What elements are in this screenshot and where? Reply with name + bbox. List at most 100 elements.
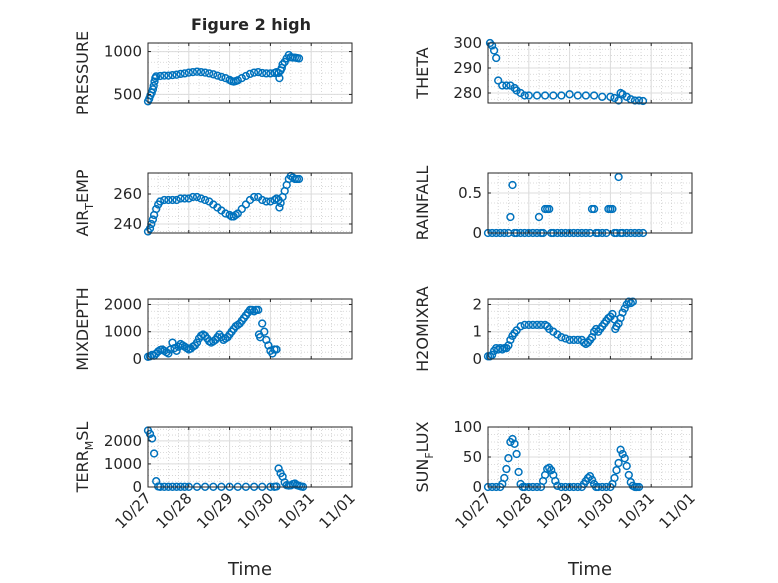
axes-box xyxy=(487,42,693,104)
data-point xyxy=(551,476,560,486)
y-axis-label: MIXDEPTH xyxy=(73,287,92,370)
y-tick-label: 0 xyxy=(472,478,482,496)
y-tick-label: 1 xyxy=(472,323,482,341)
data-point xyxy=(145,224,155,233)
data-point xyxy=(237,204,246,214)
data-point xyxy=(622,92,631,101)
data-point xyxy=(624,470,633,480)
data-point xyxy=(616,445,625,454)
y-tick-label: 0 xyxy=(472,224,482,242)
y-axis-label: RAINFALL xyxy=(413,166,432,241)
data-point xyxy=(150,77,159,86)
data-point xyxy=(502,464,511,474)
axes-box xyxy=(147,426,353,488)
data-point xyxy=(188,67,198,77)
data-point xyxy=(260,327,269,336)
data-point xyxy=(553,481,562,490)
data-point xyxy=(156,197,165,206)
y-tick-label: 280 xyxy=(453,84,482,102)
data-point xyxy=(540,91,550,100)
data-point xyxy=(630,96,640,105)
data-point xyxy=(610,93,619,103)
data-point xyxy=(152,72,161,81)
y-axis-label: TERRMSL xyxy=(73,422,96,494)
y-tick-label: 2 xyxy=(472,295,482,313)
data-point xyxy=(506,335,515,345)
y-tick-label: 500 xyxy=(113,85,142,103)
data-point xyxy=(172,346,181,355)
y-axis-label: H2OMIXRA xyxy=(413,286,432,372)
subplot-theta: 280 290 300 THETA xyxy=(413,34,693,106)
data-point xyxy=(520,320,529,330)
data-point xyxy=(506,212,515,222)
data-point xyxy=(294,54,304,63)
data-point xyxy=(524,91,533,100)
data-point xyxy=(528,320,538,330)
data-point xyxy=(612,466,621,475)
data-point xyxy=(156,71,165,81)
y-tick-label: 1000 xyxy=(104,455,142,473)
y-tick-label: 0.5 xyxy=(458,184,482,202)
data-point xyxy=(164,71,173,80)
data-point xyxy=(184,194,193,203)
axes-box xyxy=(147,42,353,104)
data-point xyxy=(565,335,574,345)
data-point xyxy=(557,333,566,342)
data-point xyxy=(148,85,158,94)
data-point xyxy=(618,449,627,459)
y-tick-label: 0 xyxy=(472,350,482,368)
axes-box xyxy=(487,172,693,234)
data-point xyxy=(172,70,181,79)
data-point xyxy=(176,69,185,79)
data-point xyxy=(249,192,259,202)
data-point xyxy=(200,195,210,205)
axes-box xyxy=(147,172,353,234)
data-point xyxy=(589,91,599,100)
data-point xyxy=(160,195,169,205)
data-point xyxy=(573,91,582,100)
data-point xyxy=(610,473,619,483)
data-point xyxy=(569,335,578,345)
data-point xyxy=(506,81,515,90)
data-point xyxy=(532,91,542,100)
data-point xyxy=(196,67,206,77)
data-point xyxy=(192,338,202,347)
data-point xyxy=(160,71,169,80)
subplot-air-temp: 240 260 AIRTEMP xyxy=(73,169,353,237)
data-point xyxy=(492,53,501,63)
data-point xyxy=(622,461,631,471)
data-point xyxy=(534,212,544,222)
data-point xyxy=(500,473,509,483)
y-tick-label: 1000 xyxy=(104,323,142,341)
subplot-terr-msl: 010002000TERRMSL10/2710/2810/2910/3010/3… xyxy=(73,422,359,580)
data-point xyxy=(638,96,648,106)
data-point xyxy=(294,174,304,184)
data-point xyxy=(620,454,629,463)
y-axis-label: SUNFLUX xyxy=(413,421,436,492)
data-point xyxy=(148,215,158,224)
data-point xyxy=(145,429,155,439)
data-point xyxy=(508,180,517,190)
data-point xyxy=(209,70,218,79)
data-point xyxy=(614,172,623,182)
data-point xyxy=(634,96,644,105)
data-point xyxy=(241,200,251,209)
data-point xyxy=(180,69,189,78)
subplot-mixdepth: 0 1000 2000 MIXDEPTH xyxy=(73,287,353,371)
data-point xyxy=(152,477,161,486)
data-point xyxy=(149,449,159,458)
data-point xyxy=(614,96,623,105)
data-point xyxy=(258,195,267,205)
data-point xyxy=(245,69,255,79)
data-point xyxy=(149,81,158,91)
data-point xyxy=(516,88,525,98)
data-point xyxy=(489,46,499,55)
data-point xyxy=(192,192,202,202)
data-point xyxy=(164,349,173,358)
data-point xyxy=(498,81,507,90)
data-point xyxy=(512,449,521,459)
data-point xyxy=(583,473,593,483)
data-point xyxy=(589,204,599,214)
data-point xyxy=(258,319,267,328)
